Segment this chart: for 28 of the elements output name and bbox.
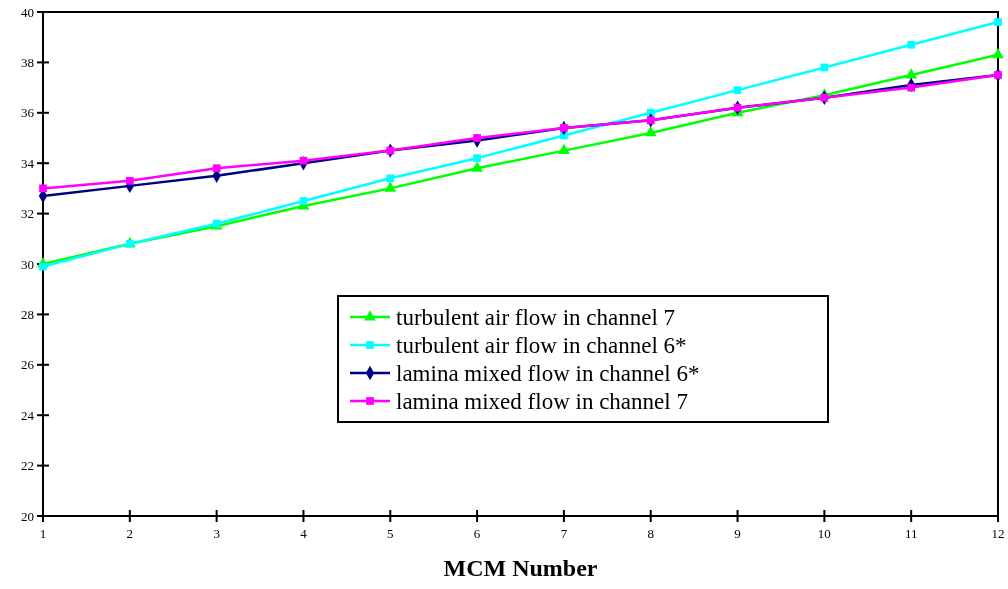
x-tick-label: 11 [904, 526, 918, 541]
x-tick-label: 3 [213, 526, 220, 541]
y-tick-label: 40 [21, 4, 34, 20]
x-tick-label: 10 [817, 526, 831, 541]
y-tick-label: 26 [21, 357, 35, 373]
y-tick-label: 34 [21, 155, 35, 171]
y-tick-label: 38 [21, 54, 34, 70]
legend-label: lamina mixed flow in channel 7 [396, 389, 688, 415]
y-tick-label: 20 [21, 508, 34, 524]
legend-label: lamina mixed flow in channel 6* [396, 361, 700, 387]
x-tick-label: 4 [300, 526, 308, 541]
legend-label: turbulent air flow in channel 7 [396, 305, 676, 331]
legend-label: turbulent air flow in channel 6* [396, 333, 687, 359]
x-tick-label: 5 [387, 526, 394, 541]
x-tick-label: 6 [473, 526, 481, 541]
y-tick-label: 30 [21, 256, 34, 272]
y-tick-label: 24 [21, 407, 35, 423]
x-tick-label: 7 [560, 526, 568, 541]
x-tick-label: 2 [126, 526, 134, 541]
y-tick-label: 36 [21, 105, 35, 121]
x-tick-label: 1 [39, 526, 47, 541]
x-tick-label: 8 [647, 526, 654, 541]
x-axis-title: MCM Number [443, 555, 598, 581]
y-tick-label: 32 [21, 206, 34, 222]
y-tick-label: 28 [21, 306, 34, 322]
x-tick-label: 12 [991, 526, 1005, 541]
x-tick-label: 9 [734, 526, 741, 541]
y-tick-label: 22 [21, 458, 34, 474]
